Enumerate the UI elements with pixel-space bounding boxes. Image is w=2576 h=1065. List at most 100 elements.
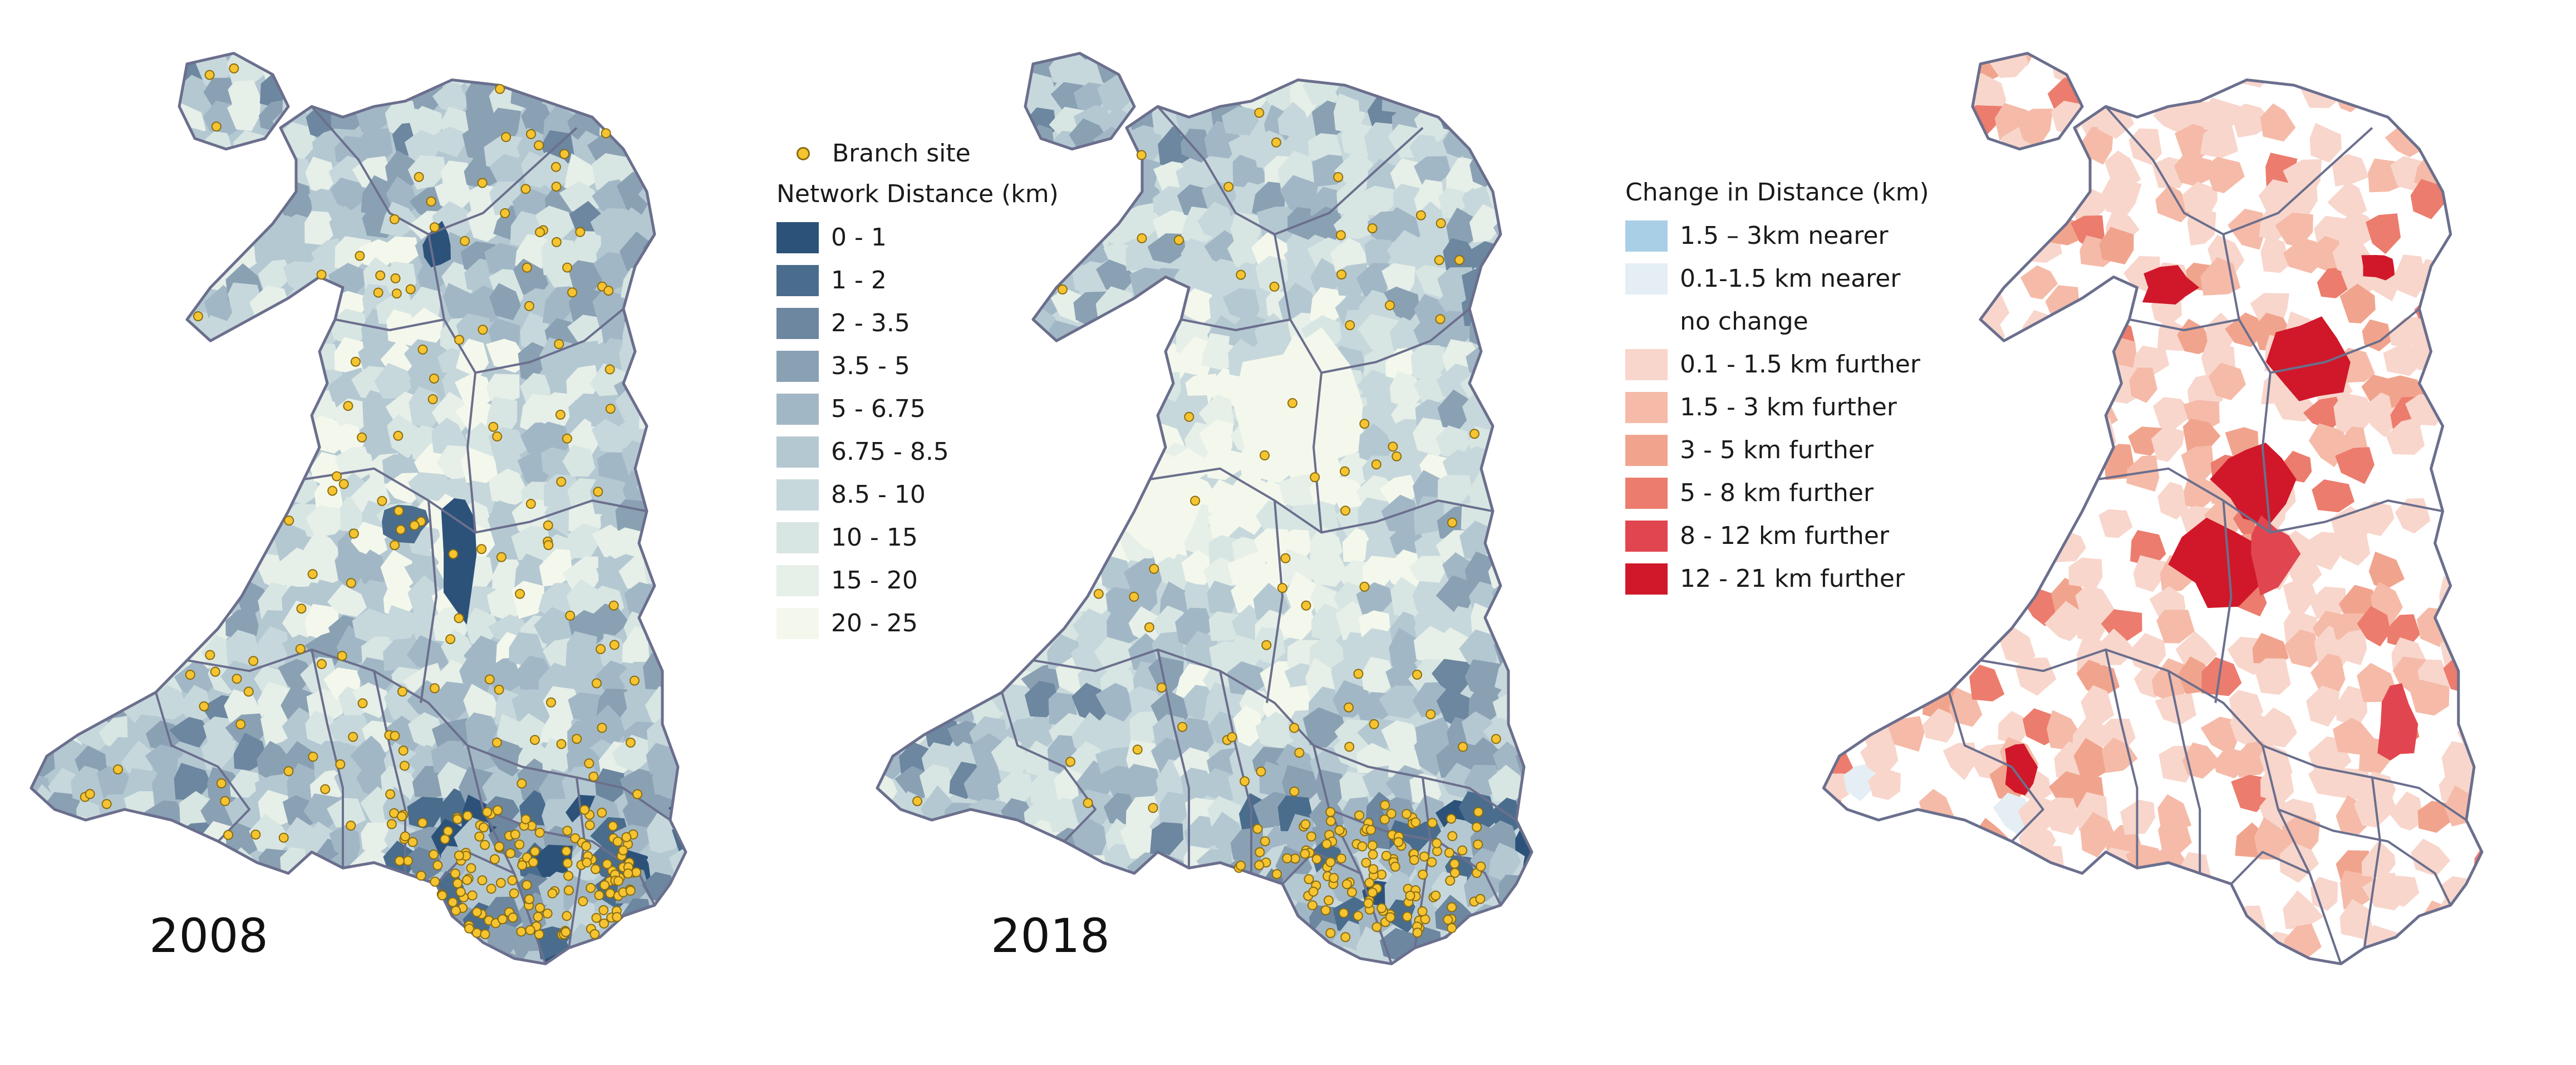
branch-site-marker (1402, 809, 1412, 819)
branch-site-marker (1058, 284, 1068, 295)
branch-site-marker (480, 840, 490, 850)
local-authority-boundary (1001, 691, 1097, 842)
branch-site-marker (248, 656, 259, 666)
branch-site-marker (1447, 831, 1458, 841)
branch-site-marker (562, 858, 573, 868)
branch-site-marker (451, 905, 461, 916)
branch-site-marker (455, 887, 466, 897)
distance-class-swatch (776, 350, 819, 382)
branch-site-marker (1444, 847, 1454, 858)
change-class-label: 12 - 21 km further (1680, 565, 1905, 593)
branch-site-marker (1388, 441, 1398, 452)
branch-site-marker (543, 520, 553, 531)
branch-site-marker (479, 822, 489, 833)
branch-site-marker (525, 925, 535, 935)
local-authority-boundary (2214, 500, 2233, 703)
change-class-label: 5 - 8 km further (1680, 479, 1874, 507)
change-class-row: 12 - 21 km further (1625, 557, 1929, 600)
local-authority-boundary (1033, 648, 1393, 964)
distance-class-label: 20 - 25 (831, 609, 918, 637)
local-authority-boundary (1274, 234, 1471, 374)
change-class-swatch (1625, 520, 1668, 552)
map-panel-2008: 2008 (0, 0, 779, 1065)
local-authority-boundary (2167, 670, 2201, 873)
branch-site-marker (1311, 854, 1322, 865)
branch-site-marker (402, 856, 413, 866)
change-class-label: 0.1 - 1.5 km further (1680, 350, 1920, 379)
branch-site-marker (1227, 732, 1237, 742)
choropleth-fill (1823, 53, 2482, 964)
branch-site-marker (1435, 314, 1446, 325)
map-panel-2018: 2018 (846, 0, 1625, 1065)
branch-site-marker (520, 814, 531, 824)
distance-class-label: 10 - 15 (831, 523, 918, 552)
branch-site-marker (1417, 906, 1428, 916)
branch-site-marker (591, 678, 602, 689)
branch-site-marker (1254, 860, 1265, 871)
change-class-label: 1.5 - 3 km further (1680, 393, 1897, 421)
branch-site-marker (562, 262, 573, 273)
distance-class-swatch (776, 479, 819, 511)
branch-site-marker (593, 487, 603, 497)
branch-site-marker (591, 864, 601, 875)
branch-site-marker (193, 311, 203, 322)
branch-site-marker (1333, 172, 1344, 183)
branch-site-marker (1434, 255, 1444, 266)
change-class-swatch (1625, 263, 1668, 295)
branch-site-marker (429, 374, 439, 384)
branch-site-marker (1430, 890, 1441, 901)
branch-site-marker (535, 227, 545, 237)
branch-site-marker (482, 807, 493, 817)
branch-site-marker (584, 758, 594, 769)
year-label-2008: 2008 (149, 909, 268, 963)
branch-site-marker (1367, 223, 1378, 234)
branch-site-marker (1321, 839, 1332, 850)
branch-site-marker (1190, 495, 1201, 506)
branch-site-marker (1136, 150, 1147, 160)
local-authority-boundary (2129, 318, 2239, 331)
branch-site-marker (112, 764, 123, 775)
branch-site-marker (429, 222, 440, 233)
branch-site-marker (478, 325, 488, 335)
local-authority-boundary (1266, 500, 1284, 703)
wales-coastline (30, 78, 687, 965)
distance-class-label: 2 - 3.5 (831, 309, 910, 337)
map-panel-change (1792, 0, 2576, 1065)
branch-site-marker (492, 431, 503, 441)
branch-site-marker (452, 814, 463, 824)
branch-site-marker (235, 719, 246, 729)
branch-site-marker (1344, 702, 1354, 713)
branch-site-marker (601, 128, 611, 139)
distance-legend: Branch site Network Distance (km) 0 - 1 1… (776, 139, 1059, 645)
branch-site-marker (1447, 517, 1457, 528)
branch-site-marker (578, 896, 588, 906)
branch-site-marker (316, 269, 327, 280)
branch-site-marker (612, 912, 622, 922)
branch-site-marker (397, 686, 407, 697)
branch-site-marker (357, 432, 367, 443)
branch-site-marker (520, 184, 531, 194)
branch-site-marker (1365, 824, 1376, 835)
change-class-label: 0.1-1.5 km nearer (1680, 264, 1901, 293)
branch-site-marker (430, 876, 440, 887)
branch-site-marker (477, 875, 488, 886)
branch-site-marker (542, 908, 553, 919)
branch-site-marker (1280, 553, 1291, 563)
branch-site-marker (327, 485, 338, 496)
branch-site-symbol (797, 146, 810, 160)
branch-site-marker (525, 499, 536, 509)
branch-site-marker (346, 578, 356, 588)
branch-site-marker (466, 863, 476, 873)
branch-site-marker (405, 284, 416, 295)
local-authority-boundary (420, 500, 437, 703)
branch-site-marker (454, 335, 464, 345)
branch-site-marker (1402, 911, 1413, 922)
branch-site-marker (1386, 808, 1397, 819)
branch-site-marker (1425, 709, 1436, 720)
branch-site-marker (510, 829, 520, 840)
branch-site-marker (204, 70, 215, 80)
branch-site-marker (1256, 766, 1266, 777)
branch-site-marker (474, 831, 485, 842)
branch-site-marker (1419, 851, 1429, 862)
branch-site-marker (625, 885, 636, 896)
